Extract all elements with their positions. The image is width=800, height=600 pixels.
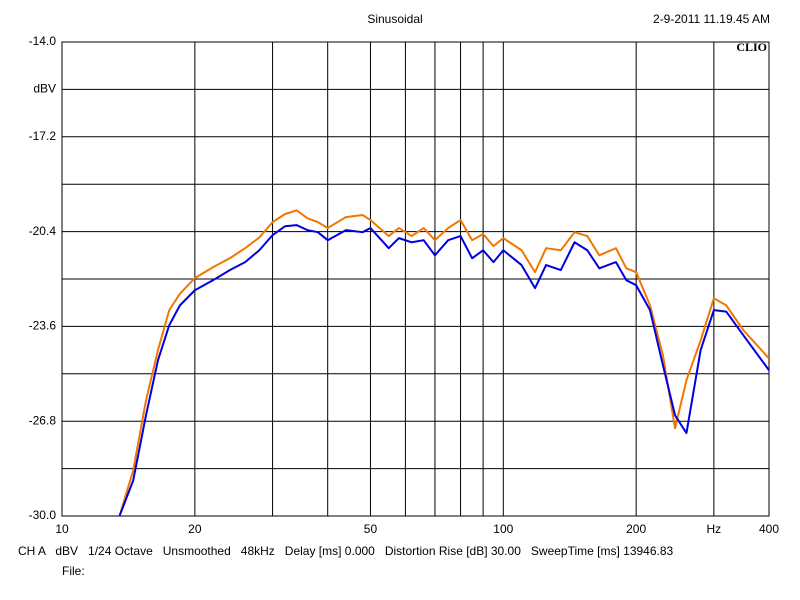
- y-tick-label: -23.6: [29, 319, 57, 333]
- y-tick-label: -26.8: [29, 413, 57, 427]
- brand-label: CLIO: [736, 40, 767, 54]
- x-tick-label: Hz: [707, 522, 722, 536]
- series-line: [118, 209, 769, 516]
- y-tick-label: -14.0: [29, 34, 57, 48]
- plot-border: [61, 41, 770, 517]
- y-tick-label: -30.0: [29, 508, 57, 522]
- timestamp: 2-9-2011 11.19.45 AM: [653, 12, 770, 26]
- x-tick-label: 200: [626, 522, 646, 536]
- y-tick-label: -17.2: [29, 129, 57, 143]
- x-tick-label: 10: [55, 522, 69, 536]
- status-line: CH A dBV 1/24 Octave Unsmoothed 48kHz De…: [18, 544, 674, 558]
- file-label: File:: [62, 564, 85, 578]
- x-tick-label: 20: [188, 522, 202, 536]
- y-tick-label: -20.4: [29, 224, 57, 238]
- series-line: [118, 224, 769, 516]
- chart-title: Sinusoidal: [367, 12, 422, 26]
- y-tick-label: dBV: [33, 82, 56, 96]
- x-tick-label: 100: [493, 522, 513, 536]
- x-tick-label: 400: [759, 522, 779, 536]
- x-tick-label: 50: [364, 522, 378, 536]
